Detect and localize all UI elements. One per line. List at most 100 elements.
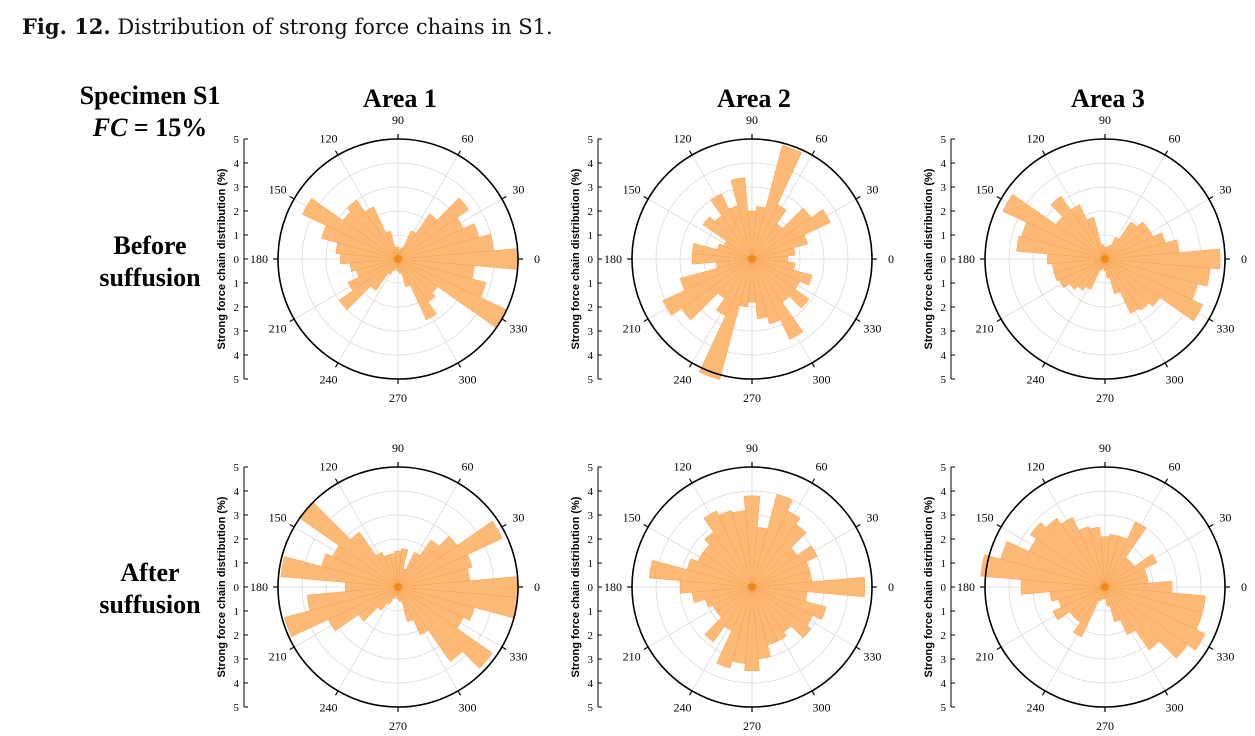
angle-label: 240 bbox=[320, 372, 338, 386]
polar-bar bbox=[1020, 579, 1106, 595]
angle-tick bbox=[688, 690, 693, 696]
angle-label: 0 bbox=[888, 252, 894, 266]
angle-label: 210 bbox=[976, 322, 994, 336]
polar-bar bbox=[346, 199, 399, 260]
angle-label: 300 bbox=[1166, 700, 1184, 714]
angle-label: 330 bbox=[863, 650, 881, 664]
polar-bar bbox=[397, 213, 438, 260]
angle-label: 240 bbox=[674, 372, 692, 386]
angle-tick bbox=[501, 523, 507, 528]
radial-axis-title: Strong force chain distribution (%) bbox=[216, 496, 228, 677]
angle-tick bbox=[855, 646, 861, 651]
radial-tick-label: 3 bbox=[588, 182, 594, 194]
angle-label: 90 bbox=[1099, 441, 1111, 455]
radial-tick-label: 5 bbox=[234, 702, 240, 714]
radial-tick-label: 3 bbox=[941, 510, 947, 522]
row-label-before-line1: Before bbox=[113, 231, 187, 260]
angle-label: 210 bbox=[269, 650, 287, 664]
radial-tick-label: 2 bbox=[234, 630, 240, 642]
radial-axis-title: Strong force chain distribution (%) bbox=[923, 168, 935, 349]
polar-bar bbox=[751, 258, 796, 271]
radial-tick-label: 0 bbox=[234, 254, 240, 266]
after-area-1-panel: 0306090120150180210240270300330543210123… bbox=[216, 441, 540, 733]
angle-label: 300 bbox=[459, 372, 477, 386]
before-area-1-panel: 0306090120150180210240270300330543210123… bbox=[216, 113, 540, 405]
polar-bar bbox=[1104, 248, 1221, 270]
radial-tick-label: 2 bbox=[588, 630, 594, 642]
radial-tick-label: 5 bbox=[234, 134, 240, 146]
angle-tick bbox=[457, 362, 462, 368]
polar-bar bbox=[1053, 258, 1106, 282]
angle-tick bbox=[811, 690, 816, 696]
angle-tick bbox=[643, 646, 649, 651]
polar-bar bbox=[702, 216, 753, 260]
angle-label: 60 bbox=[816, 132, 828, 146]
figure-label: Fig. 12. bbox=[22, 14, 111, 39]
angle-label: 330 bbox=[509, 322, 527, 336]
grid-spoke bbox=[337, 586, 399, 692]
center-dot bbox=[748, 583, 756, 591]
radial-tick-label: 4 bbox=[588, 158, 594, 170]
polar-bar bbox=[397, 197, 470, 260]
polar-bar bbox=[1104, 232, 1166, 260]
radial-tick-label: 0 bbox=[941, 254, 947, 266]
angle-tick bbox=[289, 646, 295, 651]
after-area-2-panel: 0306090120150180210240270300330543210123… bbox=[570, 441, 894, 733]
angle-label: 60 bbox=[1169, 132, 1181, 146]
angle-label: 240 bbox=[1027, 372, 1045, 386]
angle-tick bbox=[457, 690, 462, 696]
angle-label: 30 bbox=[512, 511, 524, 525]
row-label-before-line2: suffusion bbox=[99, 263, 201, 292]
angle-tick bbox=[688, 362, 693, 368]
angle-tick bbox=[855, 318, 861, 323]
polar-bar bbox=[358, 586, 399, 622]
angle-tick bbox=[1041, 362, 1046, 368]
radial-tick-label: 2 bbox=[234, 302, 240, 314]
radial-tick-label: 5 bbox=[234, 374, 240, 386]
angle-label: 240 bbox=[1027, 700, 1045, 714]
radial-tick-label: 5 bbox=[588, 134, 594, 146]
polar-bar bbox=[751, 209, 831, 260]
before-area-3-panel: 0306090120150180210240270300330543210123… bbox=[923, 113, 1247, 405]
angle-label: 270 bbox=[743, 391, 761, 405]
polar-bar bbox=[394, 550, 402, 588]
polar-bar bbox=[751, 545, 818, 588]
radial-tick-label: 4 bbox=[588, 486, 594, 498]
angle-label: 270 bbox=[1096, 391, 1114, 405]
radial-tick-label: 5 bbox=[941, 462, 947, 474]
polar-bar bbox=[370, 258, 399, 291]
angle-label: 150 bbox=[623, 511, 641, 525]
radial-tick-label: 2 bbox=[588, 206, 594, 218]
center-dot bbox=[748, 255, 756, 263]
angle-label: 120 bbox=[674, 460, 692, 474]
angle-tick bbox=[811, 150, 816, 156]
radial-tick-label: 5 bbox=[588, 462, 594, 474]
angle-label: 330 bbox=[509, 650, 527, 664]
radial-tick-label: 1 bbox=[941, 278, 947, 290]
radial-tick-label: 4 bbox=[234, 158, 240, 170]
polar-bar bbox=[680, 258, 753, 321]
radial-tick-label: 4 bbox=[588, 678, 594, 690]
polar-bar bbox=[328, 586, 399, 632]
center-dot bbox=[1101, 583, 1109, 591]
radial-axis-title: Strong force chain distribution (%) bbox=[570, 496, 582, 677]
radial-tick-label: 2 bbox=[234, 206, 240, 218]
radial-tick-label: 1 bbox=[588, 558, 594, 570]
radial-tick-label: 4 bbox=[941, 678, 947, 690]
polar-bar bbox=[1072, 586, 1106, 638]
row-label-after-line2: suffusion bbox=[99, 590, 201, 619]
polar-bar bbox=[1104, 221, 1138, 260]
polar-bar bbox=[751, 258, 813, 286]
radial-tick-label: 3 bbox=[234, 182, 240, 194]
angle-tick bbox=[1208, 318, 1214, 323]
angle-label: 210 bbox=[976, 650, 994, 664]
fc-value: = 15% bbox=[127, 113, 208, 142]
radial-tick-label: 1 bbox=[941, 230, 947, 242]
angle-label: 90 bbox=[746, 441, 758, 455]
angle-label: 240 bbox=[320, 700, 338, 714]
figure-caption: Fig. 12. Distribution of strong force ch… bbox=[22, 14, 553, 39]
polar-bar bbox=[1085, 258, 1106, 290]
center-dot bbox=[394, 583, 402, 591]
angle-label: 270 bbox=[1096, 719, 1114, 733]
angle-label: 60 bbox=[1169, 460, 1181, 474]
